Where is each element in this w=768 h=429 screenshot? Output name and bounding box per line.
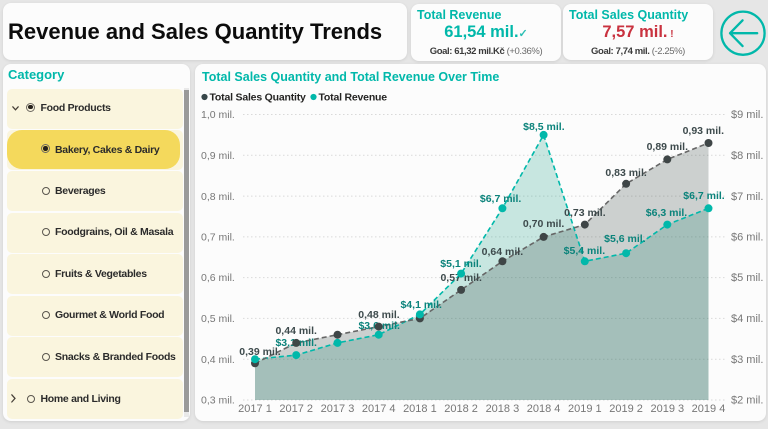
svg-text:$8,5 mil.: $8,5 mil.: [523, 121, 565, 133]
svg-text:0,44 mil.: 0,44 mil.: [275, 325, 317, 337]
svg-text:1,0 mil.: 1,0 mil.: [201, 109, 235, 121]
svg-text:0,4 mil.: 0,4 mil.: [201, 354, 235, 366]
svg-text:2018 3: 2018 3: [486, 403, 520, 415]
svg-text:$4,1 mil.: $4,1 mil.: [400, 299, 442, 311]
svg-text:2017 1: 2017 1: [238, 403, 272, 415]
svg-text:$7 mil.: $7 mil.: [731, 191, 763, 203]
svg-text:Total Sales Quantity: Total Sales Quantity: [210, 92, 307, 104]
svg-text:0,89 mil.: 0,89 mil.: [647, 141, 689, 153]
svg-text:0,8 mil.: 0,8 mil.: [201, 191, 235, 203]
svg-text:2019 1: 2019 1: [568, 403, 602, 415]
svg-text:$8 mil.: $8 mil.: [731, 150, 763, 162]
svg-text:0,73 mil.: 0,73 mil.: [564, 207, 606, 219]
svg-text:2017 2: 2017 2: [279, 403, 313, 415]
svg-text:$2 mil.: $2 mil.: [731, 395, 763, 407]
svg-text:2018 1: 2018 1: [403, 403, 437, 415]
svg-text:2017 3: 2017 3: [321, 403, 355, 415]
svg-text:0,7 mil.: 0,7 mil.: [201, 232, 235, 244]
svg-text:0,5 mil.: 0,5 mil.: [201, 313, 235, 325]
svg-text:0,6 mil.: 0,6 mil.: [201, 272, 235, 284]
svg-text:0,83 mil.: 0,83 mil.: [605, 167, 647, 179]
svg-text:$6,3 mil.: $6,3 mil.: [646, 207, 688, 219]
svg-text:$3 mil.: $3 mil.: [731, 354, 763, 366]
svg-text:2018 2: 2018 2: [444, 403, 478, 415]
svg-text:2019 2: 2019 2: [609, 403, 643, 415]
svg-text:0,93 mil.: 0,93 mil.: [683, 125, 725, 137]
svg-text:0,3 mil.: 0,3 mil.: [201, 395, 235, 407]
svg-text:0,9 mil.: 0,9 mil.: [201, 150, 235, 162]
svg-text:$6 mil.: $6 mil.: [731, 232, 763, 244]
svg-text:2019 3: 2019 3: [650, 403, 684, 415]
svg-text:$5 mil.: $5 mil.: [731, 272, 763, 284]
svg-text:0,57 mil.: 0,57 mil.: [440, 272, 482, 284]
svg-text:0,64 mil.: 0,64 mil.: [482, 246, 524, 258]
svg-text:0,48 mil.: 0,48 mil.: [358, 309, 400, 321]
svg-text:$5,4 mil.: $5,4 mil.: [564, 245, 606, 257]
svg-text:2019 4: 2019 4: [692, 403, 726, 415]
svg-text:$5,6 mil.: $5,6 mil.: [604, 233, 646, 245]
svg-text:$5,1 mil.: $5,1 mil.: [440, 258, 482, 270]
svg-text:$6,7 mil.: $6,7 mil.: [683, 190, 725, 202]
svg-text:Total Sales Quantity and Total: Total Sales Quantity and Total Revenue O…: [202, 70, 499, 84]
svg-text:2018 4: 2018 4: [527, 403, 561, 415]
svg-text:$9 mil.: $9 mil.: [731, 109, 763, 121]
svg-text:2017 4: 2017 4: [362, 403, 396, 415]
svg-text:0,70 mil.: 0,70 mil.: [523, 218, 565, 230]
svg-text:$6,7 mil.: $6,7 mil.: [480, 193, 522, 205]
svg-text:$4 mil.: $4 mil.: [731, 313, 763, 325]
svg-text:Total Revenue: Total Revenue: [319, 92, 388, 104]
svg-text:0,39 mil.: 0,39 mil.: [239, 346, 281, 358]
